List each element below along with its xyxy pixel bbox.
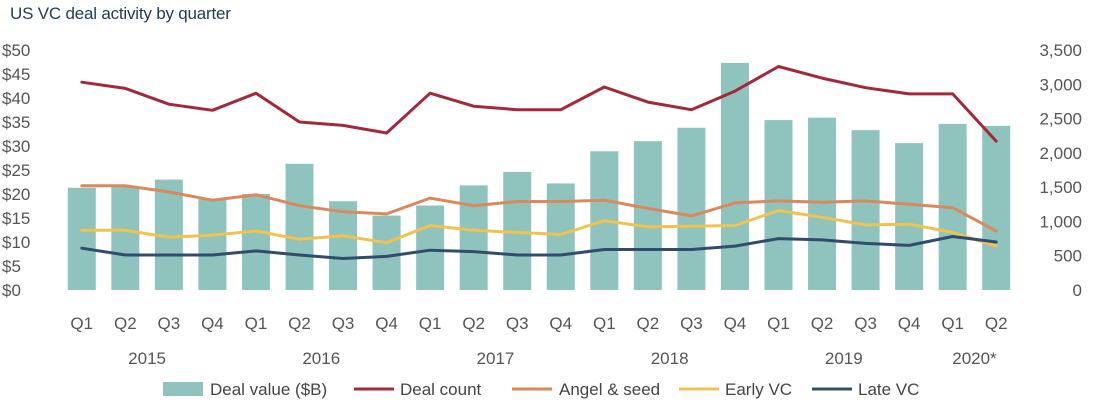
y-left-tick-label: $0 bbox=[2, 281, 21, 300]
x-tick-quarter: Q2 bbox=[985, 314, 1008, 333]
line-deal-count bbox=[80, 65, 998, 143]
x-tick-quarter: Q3 bbox=[680, 314, 703, 333]
x-tick-quarter: Q1 bbox=[419, 314, 442, 333]
y-right-tick-label: 3,500 bbox=[1039, 41, 1082, 60]
legend-label: Deal value ($B) bbox=[210, 380, 327, 399]
x-tick-quarter: Q3 bbox=[506, 314, 529, 333]
y-left-tick-label: $10 bbox=[2, 233, 30, 252]
y-right-tick-label: 2,000 bbox=[1039, 144, 1082, 163]
bar-deal-value bbox=[851, 130, 880, 290]
bar-deal-value bbox=[372, 215, 401, 290]
line-early-vc bbox=[80, 209, 998, 248]
x-tick-quarter: Q1 bbox=[593, 314, 616, 333]
y-right-tick-label: 1,500 bbox=[1039, 178, 1082, 197]
bar-deal-value bbox=[67, 187, 96, 290]
bar-deal-value bbox=[241, 194, 270, 290]
x-tick-quarter: Q1 bbox=[70, 314, 93, 333]
y-left-tick-label: $15 bbox=[2, 209, 30, 228]
bar-deal-value bbox=[764, 120, 793, 290]
y-right-tick-label: 0 bbox=[1073, 281, 1082, 300]
x-tick-quarter: Q4 bbox=[201, 314, 224, 333]
line-series bbox=[80, 65, 998, 260]
bar-deal-value bbox=[720, 62, 749, 291]
x-tick-year: 2020* bbox=[952, 349, 997, 368]
y-right-tick-label: 1,000 bbox=[1039, 212, 1082, 231]
chart-title: US VC deal activity by quarter bbox=[10, 4, 231, 23]
legend-swatch-deal-value bbox=[163, 382, 203, 396]
x-tick-quarter: Q2 bbox=[637, 314, 660, 333]
y-left-tick-label: $20 bbox=[2, 185, 30, 204]
y-left-tick-label: $45 bbox=[2, 65, 30, 84]
y-left-tick-label: $50 bbox=[2, 41, 30, 60]
x-tick-year: 2017 bbox=[477, 349, 515, 368]
bar-deal-value bbox=[895, 143, 924, 290]
legend: Deal value ($B) Deal count Angel & seed Ear… bbox=[163, 380, 919, 399]
bar-deal-value bbox=[808, 117, 837, 291]
x-tick-quarter: Q4 bbox=[375, 314, 398, 333]
x-tick-quarter: Q3 bbox=[854, 314, 877, 333]
legend-label: Angel & seed bbox=[559, 380, 660, 399]
x-tick-quarter: Q2 bbox=[462, 314, 485, 333]
y-right-tick-label: 3,000 bbox=[1039, 75, 1082, 94]
bar-deal-value bbox=[459, 185, 488, 290]
x-tick-year: 2016 bbox=[302, 349, 340, 368]
x-axis: Q1 Q2 Q3 Q4 Q1 Q2 Q3 Q4 Q1 Q2 Q3 Q4 Q1 Q2 Q3 Q4 Q1 Q2 Q3 Q4… bbox=[70, 314, 1007, 368]
x-tick-quarter: Q1 bbox=[941, 314, 964, 333]
x-tick-quarter: Q3 bbox=[158, 314, 181, 333]
x-tick-quarter: Q4 bbox=[724, 314, 747, 333]
bar-deal-value bbox=[329, 201, 358, 290]
bar-deal-value bbox=[416, 205, 445, 290]
x-tick-quarter: Q1 bbox=[245, 314, 268, 333]
x-tick-year: 2018 bbox=[651, 349, 689, 368]
x-tick-quarter: Q4 bbox=[549, 314, 572, 333]
x-tick-quarter: Q3 bbox=[332, 314, 355, 333]
x-tick-quarter: Q2 bbox=[114, 314, 137, 333]
bar-series bbox=[67, 62, 1011, 291]
x-tick-year: 2019 bbox=[825, 349, 863, 368]
y-left-tick-label: $25 bbox=[2, 161, 30, 180]
x-tick-quarter: Q2 bbox=[811, 314, 834, 333]
x-tick-year: 2015 bbox=[128, 349, 166, 368]
y-left-tick-label: $30 bbox=[2, 137, 30, 156]
bar-deal-value bbox=[633, 141, 662, 290]
y-left-tick-label: $35 bbox=[2, 113, 30, 132]
bar-deal-value bbox=[198, 198, 227, 290]
legend-label: Early VC bbox=[725, 380, 792, 399]
y-left-tick-label: $40 bbox=[2, 89, 30, 108]
line-late-vc bbox=[80, 235, 998, 260]
y-right-tick-label: 2,500 bbox=[1039, 110, 1082, 129]
legend-label: Late VC bbox=[858, 380, 919, 399]
y-axis-right: 0 500 1,000 1,500 2,000 2,500 3,000 3,500 bbox=[1039, 41, 1082, 300]
bar-deal-value bbox=[546, 183, 575, 290]
x-tick-quarter: Q2 bbox=[288, 314, 311, 333]
y-right-tick-label: 500 bbox=[1054, 247, 1082, 266]
y-axis-left: $0 $5 $10 $15 $20 $25 $30 $35 $40 $45 $50 bbox=[2, 41, 30, 300]
x-tick-quarter: Q4 bbox=[898, 314, 921, 333]
line-angel-seed bbox=[80, 184, 998, 233]
bar-deal-value bbox=[982, 125, 1011, 290]
bar-deal-value bbox=[111, 186, 140, 290]
y-left-tick-label: $5 bbox=[2, 257, 21, 276]
bar-deal-value bbox=[677, 127, 706, 290]
legend-label: Deal count bbox=[400, 380, 482, 399]
x-tick-quarter: Q1 bbox=[767, 314, 790, 333]
bar-deal-value bbox=[285, 163, 314, 290]
